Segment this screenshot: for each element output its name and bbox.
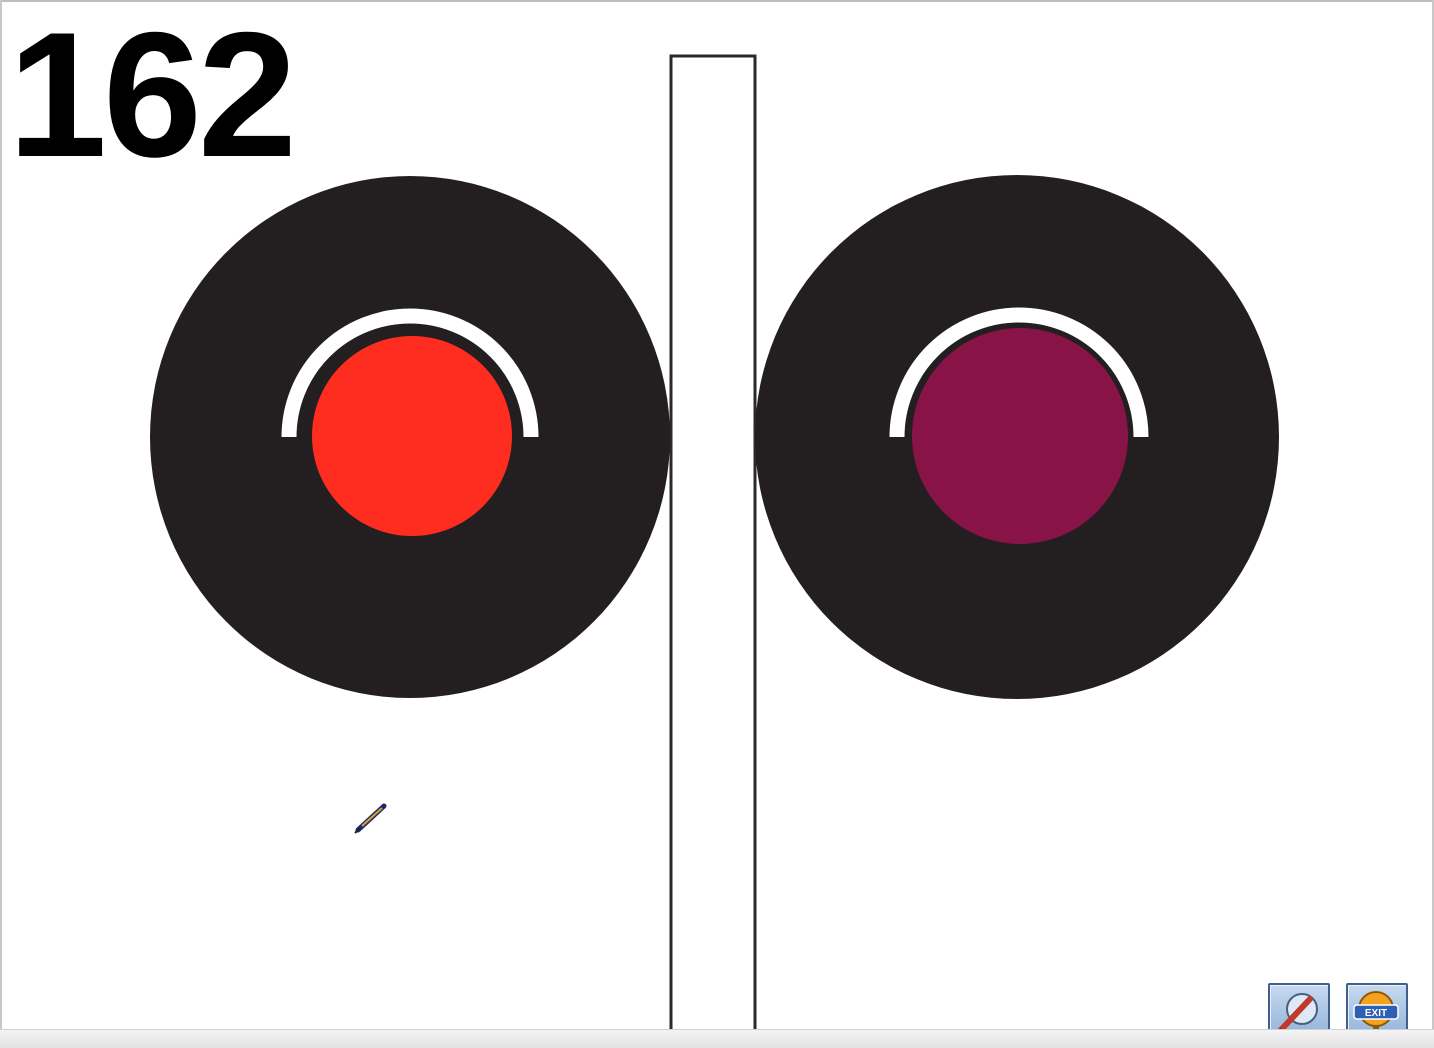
window-border-left	[0, 0, 2, 1048]
signal-mast	[669, 54, 757, 1048]
left-signal-lamp	[150, 176, 670, 698]
exit-icon: EXIT	[1353, 991, 1399, 1037]
pen-cursor-icon	[354, 803, 387, 834]
left-lamp-hood	[281, 308, 539, 438]
exit-label: EXIT	[1365, 1008, 1387, 1019]
left-lamp-lens	[312, 336, 512, 536]
right-signal-lamp	[755, 175, 1279, 699]
window-border-top	[0, 0, 1434, 2]
window-border-right	[1432, 0, 1434, 1048]
slide-number: 162	[8, 0, 297, 194]
window-bottom-bar	[0, 1029, 1434, 1048]
right-lamp-hood	[889, 307, 1149, 438]
right-lamp-lens	[912, 328, 1128, 544]
